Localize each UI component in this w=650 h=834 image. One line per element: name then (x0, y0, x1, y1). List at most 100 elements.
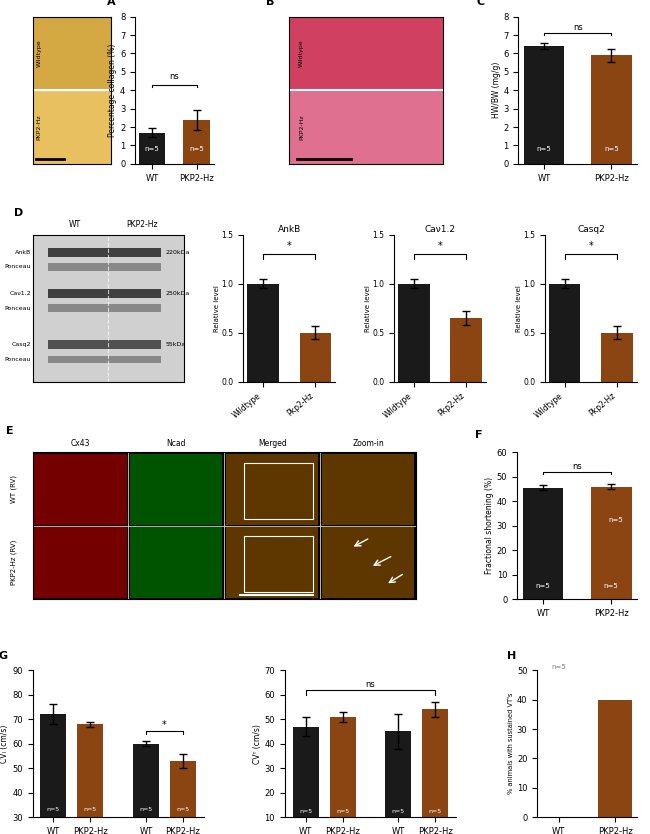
Text: Ponceau: Ponceau (5, 264, 31, 269)
Text: n=5: n=5 (47, 807, 60, 812)
Text: *: * (437, 241, 443, 251)
Text: Wildtype: Wildtype (36, 40, 42, 68)
Bar (601, 333, 633, 382)
FancyBboxPatch shape (32, 92, 111, 163)
FancyBboxPatch shape (32, 17, 111, 88)
Bar (170, 761, 196, 834)
Text: WT (RV): WT (RV) (10, 475, 17, 503)
FancyBboxPatch shape (47, 264, 161, 270)
Text: n=5: n=5 (551, 664, 566, 671)
Bar (300, 333, 331, 382)
Text: ns: ns (365, 680, 375, 689)
Text: H: H (507, 651, 516, 661)
Y-axis label: Percentage collagen (%): Percentage collagen (%) (108, 43, 117, 137)
Bar (599, 700, 632, 817)
Text: ns: ns (573, 23, 582, 33)
Text: n=5: n=5 (84, 807, 97, 812)
Text: AnkB: AnkB (15, 249, 31, 254)
Bar (591, 487, 632, 600)
Bar (77, 724, 103, 834)
Text: D: D (14, 208, 23, 218)
Bar (247, 284, 279, 382)
Text: PKP2-Hz (RV): PKP2-Hz (RV) (10, 540, 17, 585)
Text: E: E (6, 425, 13, 435)
Text: n=5: n=5 (429, 809, 442, 814)
Text: ns: ns (170, 72, 179, 81)
FancyBboxPatch shape (34, 454, 127, 525)
Text: G: G (0, 651, 7, 661)
Text: 55kDa: 55kDa (166, 343, 187, 348)
Bar (398, 284, 430, 382)
Bar (183, 120, 210, 163)
Text: n=5: n=5 (139, 807, 153, 812)
Bar (450, 318, 482, 382)
Text: C: C (477, 0, 485, 8)
Bar (592, 55, 632, 163)
FancyBboxPatch shape (34, 526, 127, 598)
FancyBboxPatch shape (289, 17, 443, 88)
FancyBboxPatch shape (322, 526, 415, 598)
FancyBboxPatch shape (47, 340, 161, 349)
Bar (133, 744, 159, 834)
Text: n=5: n=5 (299, 809, 312, 814)
Text: n=5: n=5 (176, 807, 190, 812)
Text: Caν1.2: Caν1.2 (9, 291, 31, 296)
Text: Ncad: Ncad (166, 439, 186, 448)
Bar (292, 726, 318, 834)
FancyBboxPatch shape (226, 526, 318, 598)
Title: Caν1.2: Caν1.2 (424, 224, 456, 234)
Bar (523, 488, 564, 600)
Text: n=5: n=5 (392, 809, 405, 814)
FancyBboxPatch shape (131, 454, 222, 525)
Text: Merged: Merged (258, 439, 287, 448)
Text: Ponceau: Ponceau (5, 305, 31, 310)
Text: n=5: n=5 (604, 583, 619, 589)
Y-axis label: Relative level: Relative level (365, 284, 370, 332)
Bar (422, 710, 448, 834)
Bar (385, 731, 411, 834)
Text: WT: WT (69, 219, 81, 229)
FancyBboxPatch shape (226, 454, 318, 525)
Text: PKP2-Hz: PKP2-Hz (36, 114, 42, 140)
Y-axis label: % animals with sustained VT's: % animals with sustained VT's (508, 693, 514, 795)
Y-axis label: Relative level: Relative level (515, 284, 522, 332)
Text: 250kDa: 250kDa (166, 291, 190, 296)
FancyBboxPatch shape (47, 289, 161, 298)
Bar (524, 46, 564, 163)
Y-axis label: Relative level: Relative level (214, 284, 220, 332)
Y-axis label: Fractional shortening (%): Fractional shortening (%) (485, 477, 494, 575)
Y-axis label: CVᵀ (cm/s): CVᵀ (cm/s) (253, 724, 262, 764)
Text: *: * (162, 721, 167, 731)
Y-axis label: HW/BW (mg/g): HW/BW (mg/g) (491, 62, 500, 118)
Text: n=5: n=5 (189, 146, 204, 152)
Bar (40, 714, 66, 834)
Text: ns: ns (572, 462, 582, 470)
FancyBboxPatch shape (47, 248, 161, 257)
Bar (330, 716, 356, 834)
Text: Wildtype: Wildtype (299, 40, 304, 68)
Text: n=5: n=5 (608, 517, 623, 523)
Text: n=5: n=5 (336, 809, 349, 814)
Title: AnkB: AnkB (278, 224, 301, 234)
FancyBboxPatch shape (322, 454, 415, 525)
Text: n=5: n=5 (536, 583, 551, 589)
Bar (549, 284, 580, 382)
Bar (138, 133, 166, 163)
FancyBboxPatch shape (289, 92, 443, 163)
Text: A: A (107, 0, 116, 8)
Text: *: * (589, 241, 593, 251)
Text: n=5: n=5 (145, 146, 159, 152)
Title: Casq2: Casq2 (577, 224, 605, 234)
Text: Zoom-in: Zoom-in (352, 439, 384, 448)
FancyBboxPatch shape (131, 526, 222, 598)
Text: PKP2-Hz: PKP2-Hz (126, 219, 157, 229)
Text: n=5: n=5 (604, 146, 619, 152)
Text: B: B (266, 0, 275, 8)
Text: *: * (287, 241, 291, 251)
Y-axis label: CVₗ (cm/s): CVₗ (cm/s) (1, 725, 9, 763)
Text: 220kDa: 220kDa (166, 249, 190, 254)
Text: Cx43: Cx43 (71, 439, 90, 448)
Text: F: F (475, 430, 482, 440)
Text: Ponceau: Ponceau (5, 357, 31, 362)
Text: n=5: n=5 (537, 146, 551, 152)
